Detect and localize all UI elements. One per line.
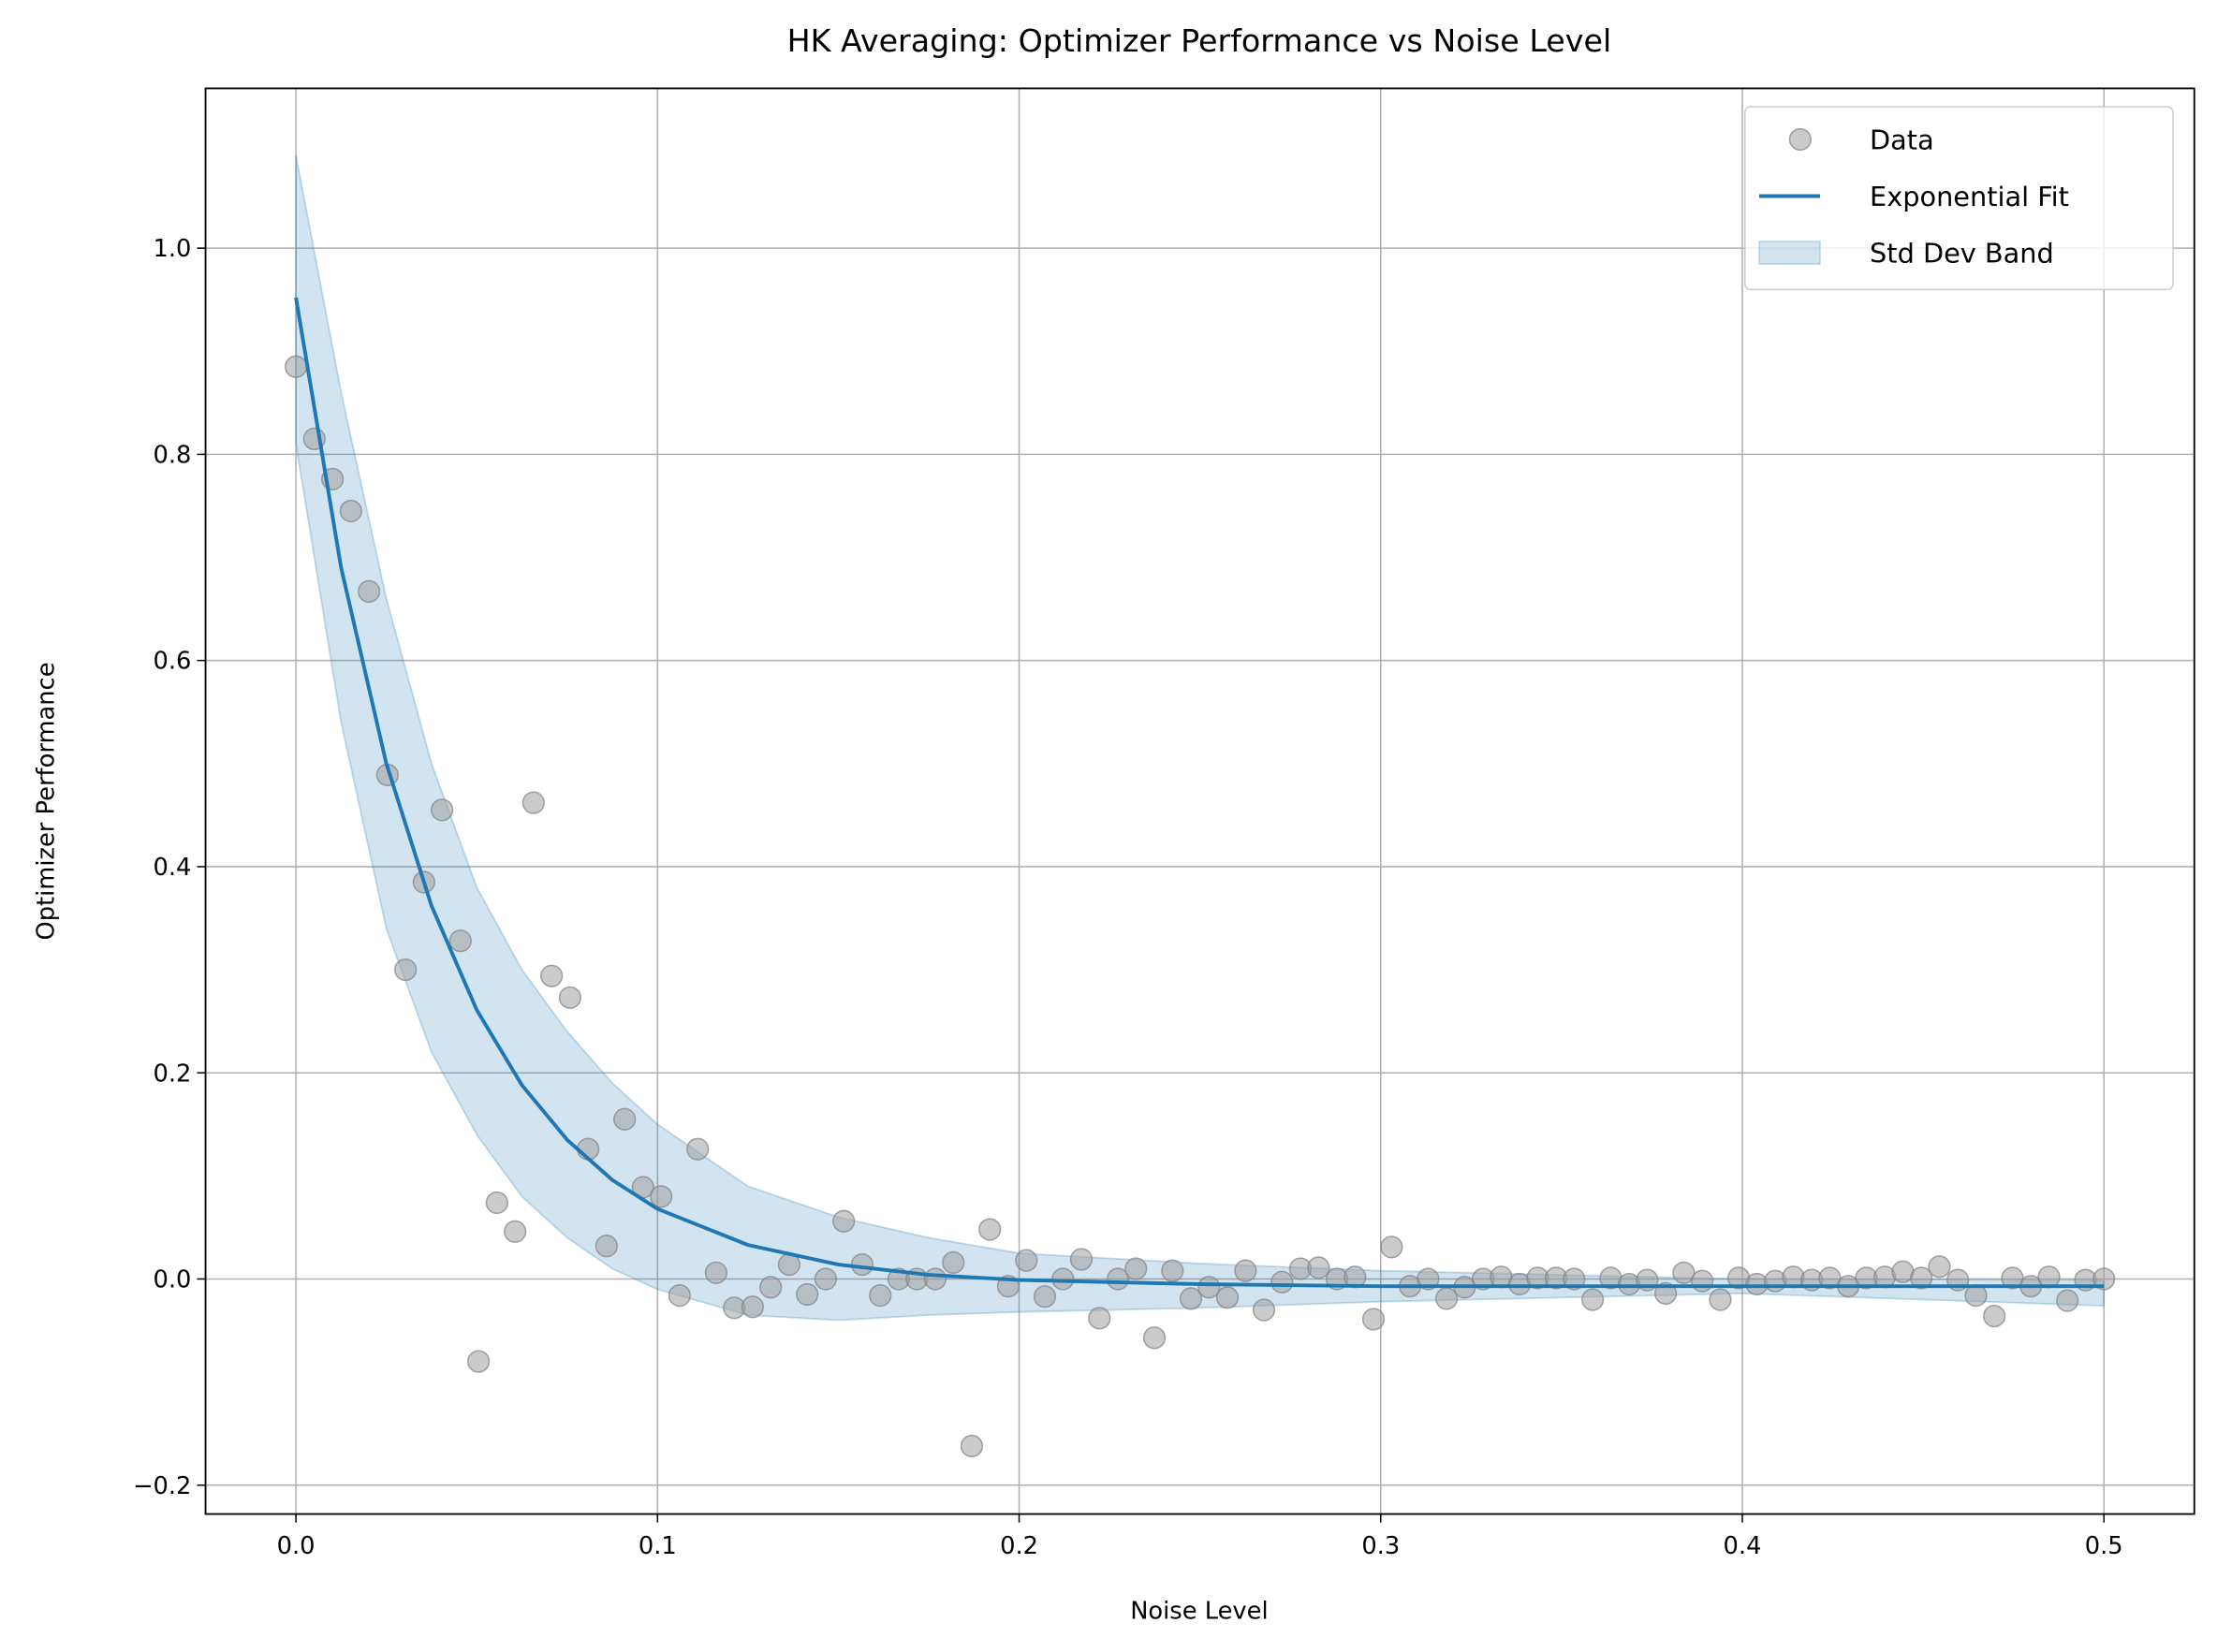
std-band <box>295 154 2106 1322</box>
data-point <box>832 1209 856 1233</box>
x-tick-label: 0.1 <box>639 1532 677 1560</box>
y-tick-label: 0.2 <box>153 1060 191 1088</box>
data-point <box>394 958 418 982</box>
data-point <box>467 1350 491 1373</box>
data-point <box>1672 1261 1696 1284</box>
y-tick-label: 0.6 <box>153 648 191 676</box>
y-tick-label: 0.0 <box>153 1266 191 1294</box>
data-point <box>2092 1267 2116 1291</box>
legend-label: Exponential Fit <box>1870 181 2069 212</box>
data-point <box>521 791 545 814</box>
data-point <box>1563 1267 1586 1291</box>
data-point <box>1051 1267 1075 1291</box>
data-point <box>448 929 472 953</box>
data-point <box>1270 1270 1294 1294</box>
data-point <box>1179 1287 1203 1310</box>
x-tick-label: 0.3 <box>1361 1532 1400 1560</box>
legend-label: Std Dev Band <box>1870 238 2054 270</box>
data-point <box>1709 1288 1732 1311</box>
data-point <box>1088 1307 1111 1330</box>
legend-swatch <box>1758 241 1821 265</box>
data-point <box>1361 1308 1386 1331</box>
data-point <box>942 1250 965 1274</box>
chart-title: HK Averaging: Optimizer Performance vs N… <box>787 22 1612 59</box>
y-tick-label: −0.2 <box>133 1472 191 1500</box>
data-point <box>485 1191 508 1215</box>
data-point <box>339 499 362 523</box>
y-tick-label: 1.0 <box>153 235 191 263</box>
data-point <box>1654 1281 1678 1306</box>
data-point <box>2001 1266 2024 1290</box>
data-point <box>1215 1286 1240 1309</box>
data-point <box>1033 1285 1057 1308</box>
data-point <box>1124 1257 1148 1280</box>
data-point <box>1910 1266 1933 1290</box>
y-axis-label: Optimizer Performance <box>33 662 61 940</box>
legend-swatch <box>1788 127 1812 152</box>
legend-label: Data <box>1870 124 1934 156</box>
data-point <box>1234 1259 1257 1282</box>
data-point <box>1928 1255 1951 1279</box>
data-point <box>796 1282 819 1307</box>
data-point <box>1745 1272 1769 1296</box>
axes-frame <box>204 87 2195 1515</box>
y-tick-label: 0.4 <box>153 854 191 882</box>
x-tick-label: 0.0 <box>277 1532 316 1560</box>
data-point <box>869 1283 892 1308</box>
data-point <box>284 355 308 378</box>
data-point <box>1691 1269 1714 1293</box>
data-point <box>1197 1276 1221 1299</box>
x-tick-label: 0.5 <box>2085 1532 2123 1560</box>
data-point <box>1015 1249 1038 1272</box>
data-point <box>2056 1289 2079 1312</box>
data-point <box>741 1295 765 1319</box>
data-point <box>1161 1259 1184 1282</box>
data-point <box>923 1267 947 1291</box>
data-point <box>540 964 564 987</box>
data-point <box>1142 1326 1167 1350</box>
data-point <box>759 1276 783 1299</box>
data-point <box>558 986 581 1009</box>
data-point <box>704 1261 728 1284</box>
data-point <box>1580 1288 1605 1311</box>
data-point <box>1818 1266 1842 1290</box>
data-point <box>504 1220 527 1243</box>
x-tick-label: 0.4 <box>1724 1532 1762 1560</box>
data-point <box>1307 1256 1330 1279</box>
data-point <box>686 1137 710 1161</box>
data-point <box>1417 1267 1440 1291</box>
y-tick-label: 0.8 <box>153 441 191 469</box>
data-point <box>1983 1305 2006 1328</box>
data-point <box>650 1185 673 1208</box>
data-point <box>668 1283 691 1308</box>
data-point <box>814 1267 838 1291</box>
data-point <box>850 1252 874 1277</box>
plot-area: 0.0 0.1 0.2 0.3 0.4 0.5 −0.2 0.0 0.2 0.4 0.6 0.8 1.0… <box>133 87 2195 1560</box>
data-point <box>613 1107 637 1131</box>
data-point <box>1252 1298 1276 1322</box>
x-tick-label: 0.2 <box>1000 1532 1038 1560</box>
data-point <box>1380 1235 1403 1259</box>
data-point <box>358 579 381 603</box>
data-point <box>431 798 454 822</box>
fit-line <box>294 297 2105 1289</box>
legend-box <box>1744 106 2174 291</box>
data-point <box>1069 1248 1094 1271</box>
data-point <box>978 1218 1002 1241</box>
data-point <box>960 1434 984 1458</box>
x-axis-label: Noise Level <box>1130 1598 1268 1626</box>
data-point <box>595 1235 618 1258</box>
data-point <box>1106 1267 1130 1291</box>
